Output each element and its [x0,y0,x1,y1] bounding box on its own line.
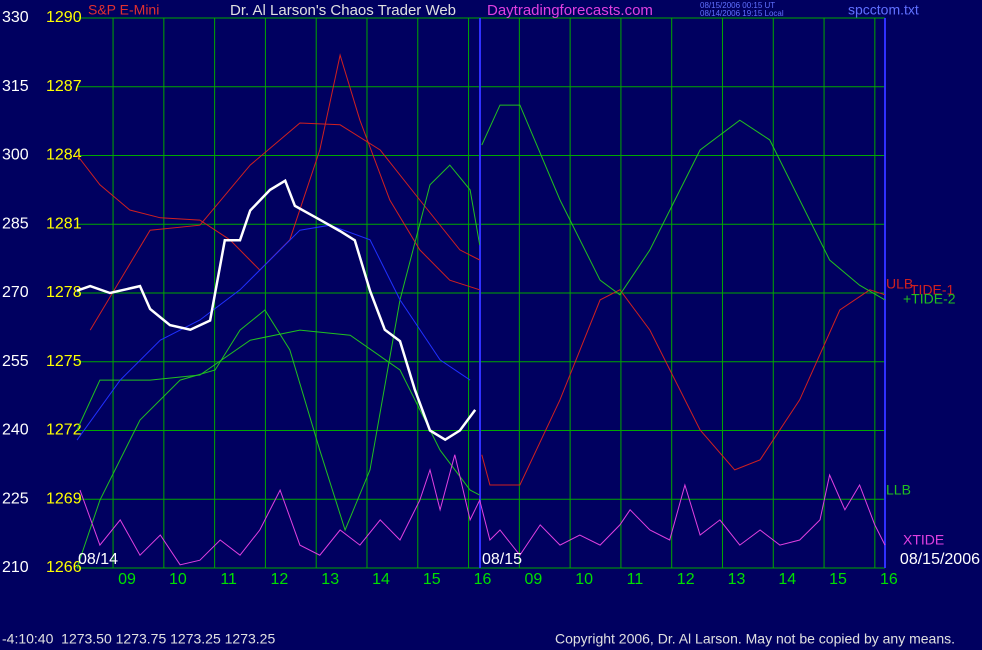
x-tick-label: 13 [728,571,746,588]
y2-tick-label: 1281 [46,215,82,232]
series-line [76,104,886,569]
x-tick-label: 11 [627,571,644,588]
series-line [76,224,471,441]
x-tick-label: 10 [169,571,187,588]
y2-tick-label: 1266 [46,559,82,576]
x-tick-label: 12 [677,571,695,588]
y-tick-label: 300 [2,147,29,164]
x-tick-label: 10 [575,571,593,588]
x-tick-label: 09 [118,571,136,588]
x-tick-label: 15 [423,571,441,588]
y2-tick-label: 1275 [46,353,82,370]
y2-tick-label: 1272 [46,422,82,439]
y-tick-label: 240 [2,422,29,439]
y-tick-label: 225 [2,490,29,507]
series-line [76,329,480,496]
series-label: +TIDE-2 [903,291,956,307]
x-tick-label: 16 [474,571,492,588]
date-label: 08/14 [78,551,118,568]
date-label: 08/15 [482,551,522,568]
series-label: S&P E-Mini [88,2,159,18]
series-label: LLB [886,482,911,498]
timestamp: 08/15/2006 00:15 UT [700,1,775,10]
status-line: -4:10:40 1273.50 1273.75 1273.25 1273.25 [2,631,275,647]
series-label: XTIDE [903,532,944,548]
y2-tick-label: 1269 [46,490,82,507]
website: Daytradingforecasts.com [487,2,653,19]
x-tick-label: 14 [778,571,796,588]
y-tick-label: 255 [2,353,29,370]
y-tick-label: 270 [2,284,29,301]
x-tick-label: 09 [524,571,542,588]
y-tick-label: 330 [2,9,29,26]
x-tick-label: 15 [829,571,847,588]
y-tick-label: 210 [2,559,29,576]
y-tick-label: 285 [2,215,29,232]
timestamp: 08/14/2006 19:15 Local [700,9,784,18]
x-tick-label: 12 [271,571,289,588]
series-line [89,122,480,331]
series-line [76,178,477,442]
date-label: 08/15/2006 [900,551,980,568]
y2-tick-label: 1278 [46,284,82,301]
series-label: ULB [886,276,913,292]
y2-tick-label: 1290 [46,9,82,26]
file-name: spcctom.txt [848,2,919,18]
x-tick-label: 13 [321,571,339,588]
y2-tick-label: 1284 [46,147,82,164]
x-tick-label: 14 [372,571,390,588]
x-tick-label: 16 [880,571,898,588]
y2-tick-label: 1287 [46,78,82,95]
copyright: Copyright 2006, Dr. Al Larson. May not b… [555,631,955,647]
x-tick-label: 11 [220,571,237,588]
y-tick-label: 315 [2,78,29,95]
title: Dr. Al Larson's Chaos Trader Web [230,2,456,19]
series-label: TIDE-1 [910,282,955,298]
series-line [79,454,886,566]
